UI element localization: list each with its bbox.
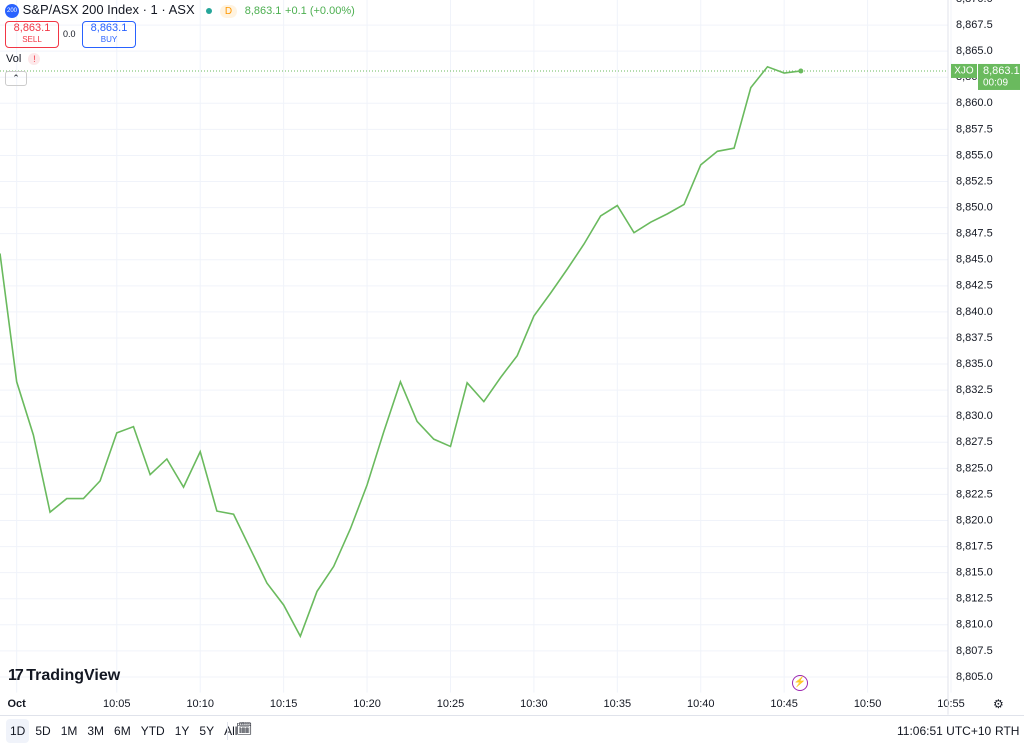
symbol-logo: 200 bbox=[5, 3, 19, 18]
x-tick-label: 10:40 bbox=[687, 698, 715, 710]
x-tick-label: 10:45 bbox=[770, 698, 798, 710]
symbol-title[interactable]: S&P/ASX 200 Index · 1 · ASX bbox=[22, 2, 195, 17]
y-tick-label: 8,842.5 bbox=[956, 280, 993, 292]
date-range-icon[interactable]: 🗓 bbox=[236, 721, 253, 736]
x-tick-label: 10:15 bbox=[270, 698, 298, 710]
x-tick-label: 10:30 bbox=[520, 698, 548, 710]
sell-button[interactable]: 8,863.1 SELL bbox=[5, 21, 59, 48]
y-tick-label: 8,830.0 bbox=[956, 410, 993, 422]
y-tick-label: 8,835.0 bbox=[956, 358, 993, 370]
range-button[interactable]: 1M bbox=[60, 724, 78, 738]
symbol-tag bbox=[951, 63, 977, 78]
y-tick-label: 8,870.0 bbox=[956, 0, 993, 5]
range-button[interactable]: 1D bbox=[6, 719, 30, 743]
clock: 11:06:51 UTC+10 bbox=[897, 724, 992, 738]
settings-icon[interactable]: ⚙ bbox=[993, 697, 1004, 711]
x-tick-label: 10:05 bbox=[103, 698, 131, 710]
y-tick-label: 8,867.5 bbox=[956, 19, 993, 31]
y-tick-label: 8,840.0 bbox=[956, 306, 993, 318]
y-tick-label: 8,820.0 bbox=[956, 514, 993, 526]
collapse-button[interactable]: ⌃ bbox=[5, 71, 27, 86]
range-button[interactable]: 5Y bbox=[199, 724, 215, 738]
x-tick-label: 10:25 bbox=[437, 698, 465, 710]
buy-price: 8,863.1 bbox=[90, 22, 128, 34]
y-tick-label: 8,855.0 bbox=[956, 149, 993, 161]
y-tick-label: 8,815.0 bbox=[956, 567, 993, 579]
divider bbox=[227, 722, 228, 740]
x-tick-label: 10:55 bbox=[937, 698, 965, 710]
x-tick-label: Oct bbox=[8, 698, 27, 710]
range-button[interactable]: YTD bbox=[140, 724, 165, 738]
range-button[interactable]: 1Y bbox=[174, 724, 190, 738]
y-tick-label: 8,837.5 bbox=[956, 332, 993, 344]
header-price: 8,863.1 bbox=[244, 5, 282, 17]
y-tick-label: 8,810.0 bbox=[956, 619, 993, 631]
session[interactable]: RTH bbox=[995, 724, 1020, 738]
spread: 0.0 bbox=[63, 29, 76, 39]
range-button[interactable]: 5D bbox=[35, 724, 51, 738]
buy-button[interactable]: 8,863.1 BUY bbox=[82, 21, 136, 48]
range-buttons: 1D 5D 1M 3M 6M YTD 1Y 5Y All bbox=[6, 719, 243, 743]
price-tag bbox=[978, 63, 1020, 90]
header-change: +0.1 (+0.00%) bbox=[285, 5, 355, 17]
y-tick-label: 8,852.5 bbox=[956, 175, 993, 187]
y-tick-label: 8,860.0 bbox=[956, 97, 993, 109]
lightning-icon[interactable]: ⚡ bbox=[792, 675, 808, 691]
y-tick-label: 8,847.5 bbox=[956, 228, 993, 240]
y-tick-label: 8,825.0 bbox=[956, 462, 993, 474]
symbol-tag-text: XJO bbox=[954, 66, 974, 77]
y-tick-label: 8,807.5 bbox=[956, 645, 993, 657]
sell-label: SELL bbox=[22, 35, 42, 44]
y-tick-label: 8,850.0 bbox=[956, 202, 993, 214]
buy-label: BUY bbox=[100, 35, 118, 44]
brand-text: TradingView bbox=[26, 667, 121, 684]
y-tick-label: 8,812.5 bbox=[956, 593, 993, 605]
brand: 17 TradingView bbox=[8, 667, 120, 685]
y-tick-label: 8,832.5 bbox=[956, 384, 993, 396]
price-tag-text: 8,863.1 bbox=[983, 65, 1020, 77]
vol-label: Vol ! bbox=[6, 53, 41, 65]
x-tick-label: 10:35 bbox=[604, 698, 632, 710]
y-tick-label: 8,827.5 bbox=[956, 436, 993, 448]
countdown-text: 00:09 bbox=[983, 78, 1008, 89]
x-tick-label: 10:10 bbox=[186, 698, 214, 710]
x-tick-label: 10:20 bbox=[353, 698, 381, 710]
y-tick-label: 8,805.0 bbox=[956, 671, 993, 683]
sell-price: 8,863.1 bbox=[13, 22, 51, 34]
y-tick-label: 8,817.5 bbox=[956, 540, 993, 552]
vol-alert[interactable]: ! bbox=[28, 53, 41, 65]
brand-logo: 17 bbox=[8, 667, 24, 684]
range-button[interactable]: 6M bbox=[114, 724, 131, 738]
y-tick-label: 8,865.0 bbox=[956, 45, 993, 57]
y-tick-label: 8,822.5 bbox=[956, 488, 993, 500]
x-tick-label: 10:50 bbox=[854, 698, 882, 710]
range-button[interactable]: 3M bbox=[87, 724, 105, 738]
toolbar: 1D 5D 1M 3M 6M YTD 1Y 5Y All 🗓 11:06:51 UTC+10 R… bbox=[0, 715, 1024, 746]
badge: D bbox=[219, 5, 238, 18]
price-line-series bbox=[0, 65, 801, 639]
y-tick-label: 8,845.0 bbox=[956, 254, 993, 266]
last-point bbox=[798, 68, 804, 74]
y-tick-label: 8,857.5 bbox=[956, 123, 993, 135]
status-dot bbox=[206, 7, 213, 14]
header: 200 S&P/ASX 200 Index · 1 · ASX D 8,863.… bbox=[5, 2, 355, 18]
vol-text: Vol bbox=[6, 53, 22, 65]
